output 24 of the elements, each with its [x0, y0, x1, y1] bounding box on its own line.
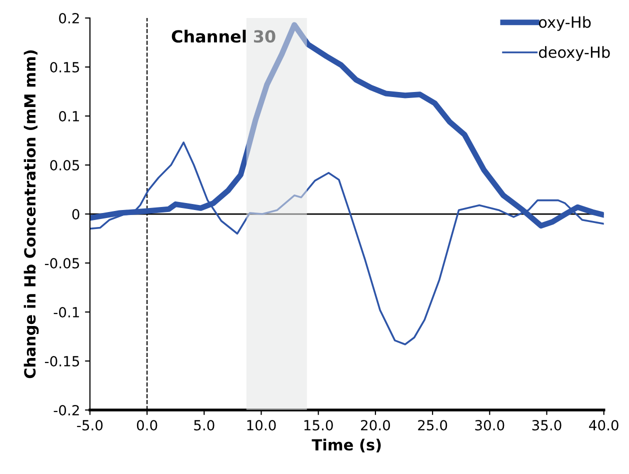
x-tick-label: -5.0	[77, 420, 103, 430]
legend-label: oxy-Hb	[539, 16, 591, 31]
x-tick-label: 25.0	[418, 420, 448, 430]
y-tick-label: -0.15	[44, 356, 80, 366]
y-axis-title: Change in Hb Concentration (mM mm)	[24, 50, 39, 378]
y-tick-label: -0.2	[54, 404, 79, 416]
y-tick-label: 0.15	[50, 62, 80, 72]
x-tick-label: 20.0	[361, 420, 390, 430]
y-tick-label: -0.05	[44, 258, 80, 268]
text: Channel 30	[172, 30, 276, 43]
legend-label: deoxy-Hb	[539, 46, 610, 61]
x-tick-label: 15.0	[304, 420, 333, 430]
y-tick-label: 0.05	[50, 160, 80, 170]
x-axis-title: Time (s)	[312, 438, 381, 452]
x-tick-label: 30.0	[475, 420, 504, 430]
y-tick-label: 0.1	[59, 110, 79, 122]
x-tick-label: 0.0	[136, 420, 158, 430]
x-tick-label: 5.0	[194, 420, 214, 430]
y-tick-label: 0.2	[59, 12, 79, 24]
x-tick-label: 35.0	[532, 420, 562, 430]
x-tick-label: 40.0	[589, 420, 618, 430]
y-tick-label: -0.1	[54, 306, 79, 318]
x-tick-label: 10.0	[247, 420, 276, 430]
y-tick-label: 0	[72, 208, 80, 220]
